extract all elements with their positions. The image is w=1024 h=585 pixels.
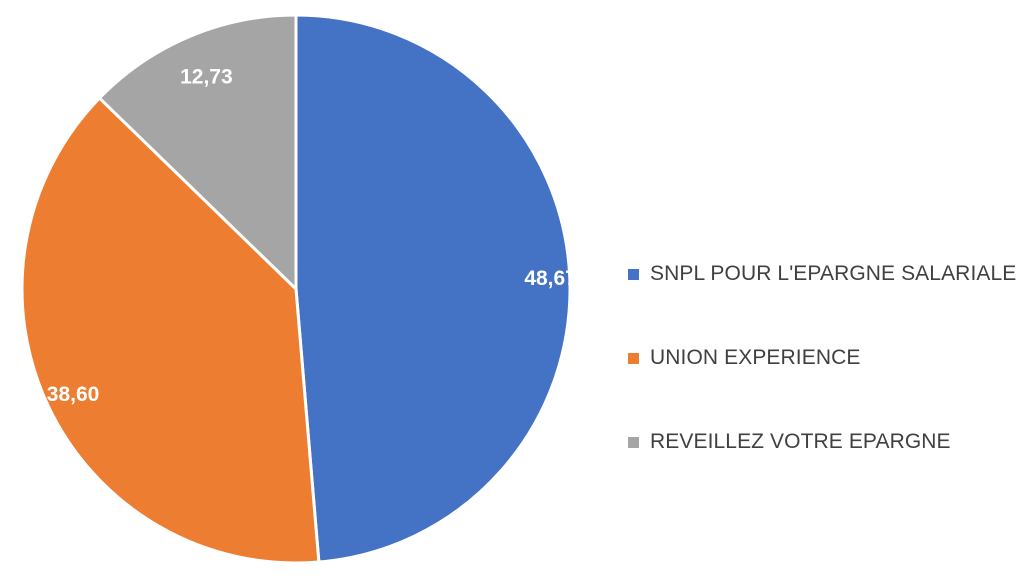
data-label-snpl: 48,67 xyxy=(524,267,577,290)
legend-swatch-snpl xyxy=(628,268,639,280)
legend-item-snpl: SNPL POUR L'EPARGNE SALARIALE xyxy=(628,252,1018,296)
legend-swatch-union xyxy=(628,352,639,364)
data-label-union: 38,60 xyxy=(47,383,100,406)
legend-label-reveillez: REVEILLEZ VOTRE EPARGNE xyxy=(650,430,951,453)
legend-item-union: UNION EXPERIENCE xyxy=(628,336,1018,380)
pie-slice-snpl xyxy=(294,13,572,564)
legend-swatch-reveillez xyxy=(628,436,639,448)
legend-label-snpl: SNPL POUR L'EPARGNE SALARIALE xyxy=(650,262,1017,285)
legend-item-reveillez: REVEILLEZ VOTRE EPARGNE xyxy=(628,420,1018,464)
pie-slice-union xyxy=(20,96,321,565)
data-label-reveillez: 12,73 xyxy=(180,66,233,89)
pie-slice-reveillez xyxy=(97,13,298,291)
pie-chart: 48,67 38,60 12,73 xyxy=(20,13,577,565)
pie-svg: 48,67 38,60 12,73 xyxy=(20,13,577,565)
legend: SNPL POUR L'EPARGNE SALARIALE UNION EXPE… xyxy=(628,252,1018,504)
legend-label-union: UNION EXPERIENCE xyxy=(650,346,861,369)
